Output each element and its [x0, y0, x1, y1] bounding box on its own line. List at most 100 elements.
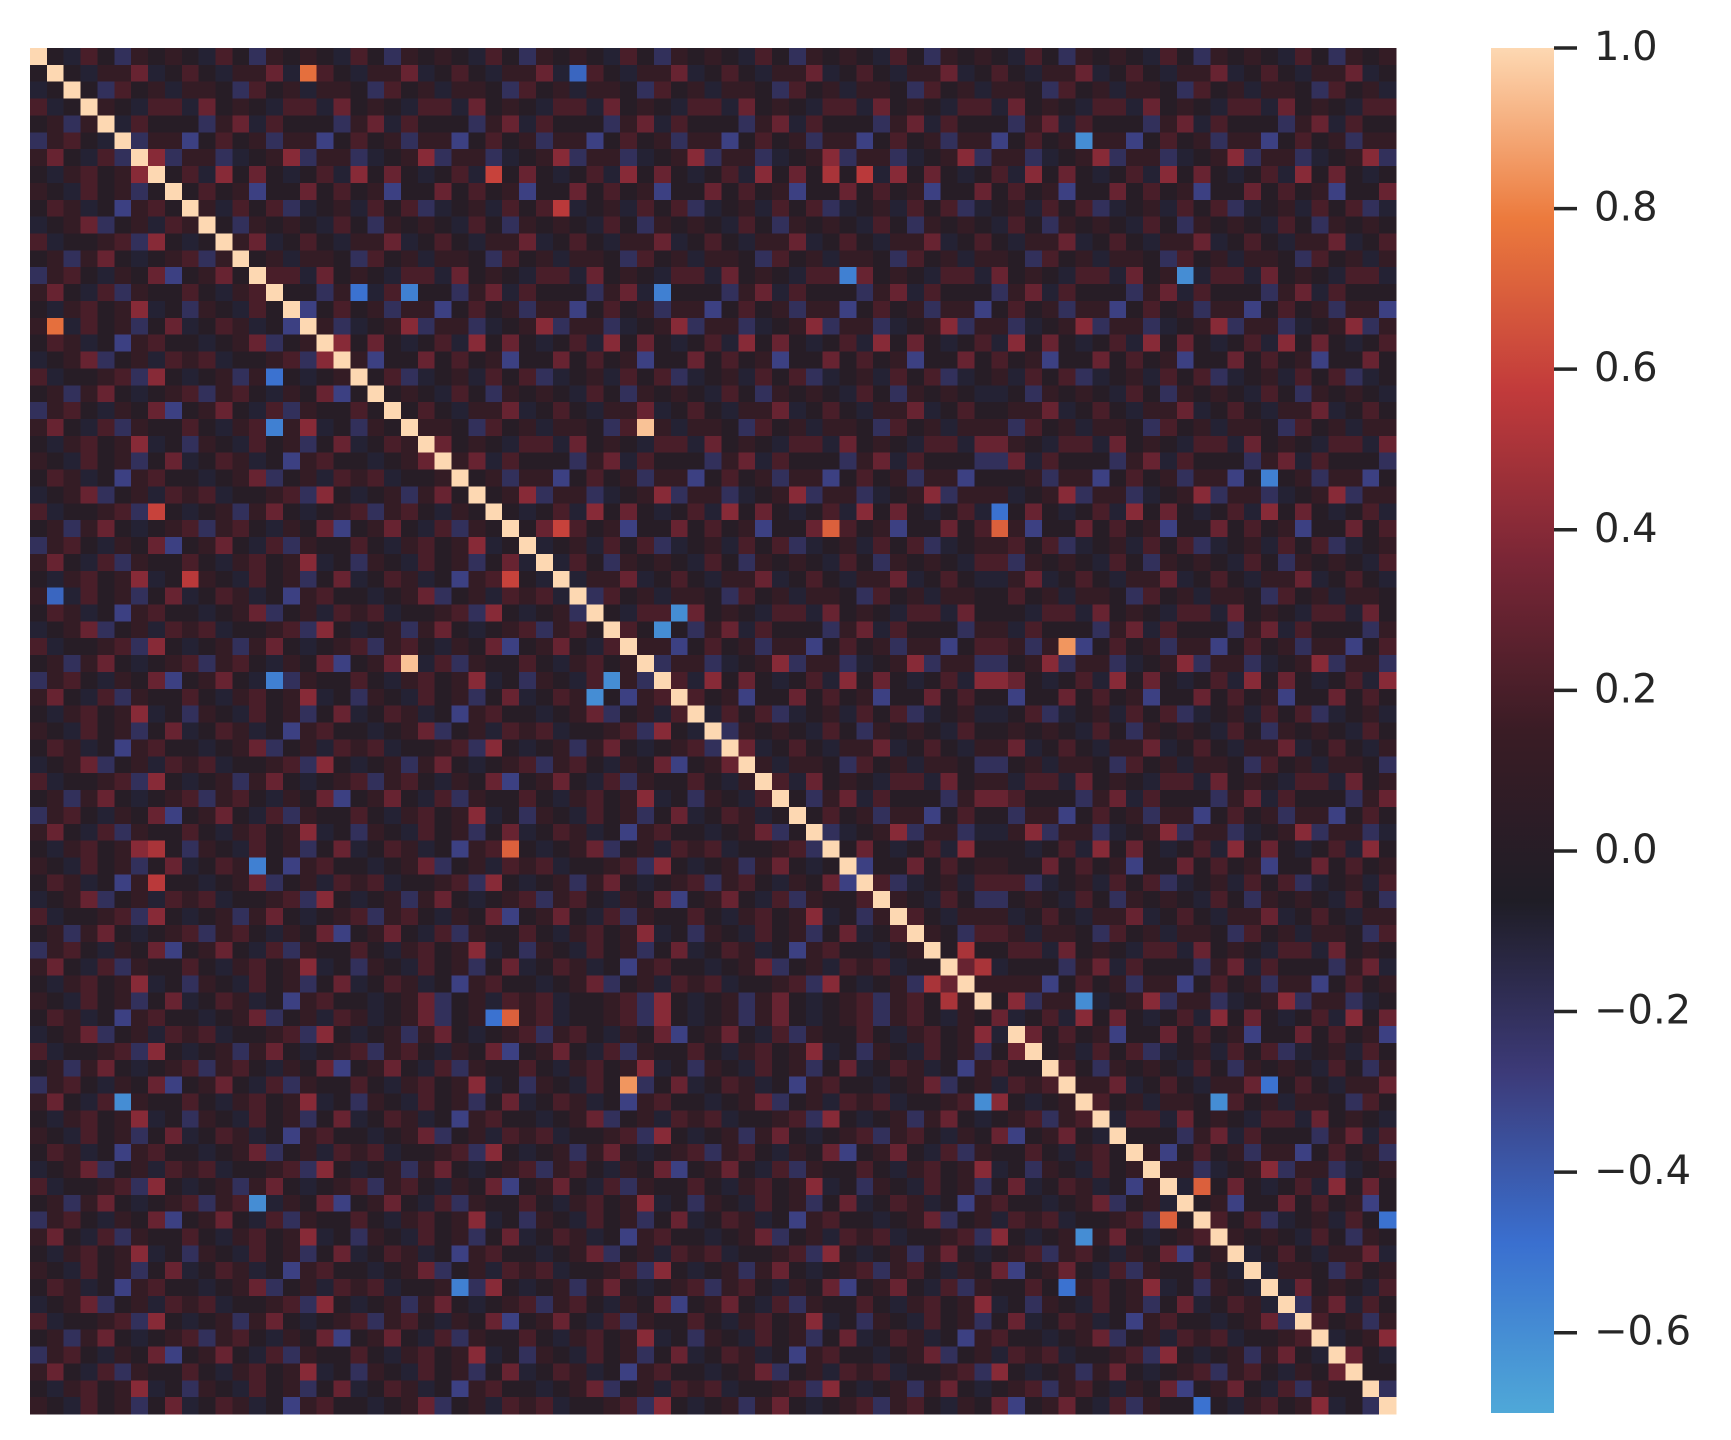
cell	[198, 992, 217, 1010]
cell	[63, 284, 82, 302]
cell	[316, 722, 335, 741]
cell	[384, 924, 402, 943]
cell	[991, 756, 1009, 774]
cell	[603, 1161, 621, 1179]
cell	[1058, 537, 1077, 555]
cell	[1193, 671, 1212, 690]
cell	[1058, 402, 1077, 420]
cell	[468, 722, 486, 741]
cell	[586, 722, 604, 741]
cell	[1176, 317, 1195, 336]
cell	[401, 520, 419, 538]
cell	[30, 1144, 48, 1162]
cell	[434, 1194, 453, 1213]
cell	[384, 958, 402, 977]
cell	[1109, 773, 1127, 791]
cell	[721, 419, 739, 437]
cell	[502, 419, 520, 437]
cell	[485, 1161, 503, 1179]
cell	[873, 132, 891, 150]
cell	[316, 638, 335, 656]
cell	[299, 351, 318, 370]
cell	[890, 1076, 908, 1095]
cell	[738, 452, 756, 471]
cell	[333, 992, 352, 1010]
cell	[535, 1026, 554, 1044]
cell	[46, 587, 65, 606]
cell	[772, 469, 790, 488]
cell	[164, 1093, 183, 1112]
cell	[266, 182, 284, 201]
cell	[299, 874, 318, 892]
cell	[215, 64, 233, 83]
cell	[502, 1127, 520, 1145]
cell	[1143, 233, 1161, 251]
cell	[603, 806, 621, 825]
cell	[282, 48, 301, 66]
cell	[232, 722, 250, 741]
cell	[485, 368, 503, 386]
cell	[1176, 655, 1195, 673]
cell	[569, 992, 588, 1010]
cell	[333, 182, 352, 201]
cell	[485, 81, 503, 100]
cell	[890, 98, 908, 117]
cell	[451, 149, 470, 167]
cell	[569, 1093, 588, 1112]
cell	[367, 1127, 385, 1145]
cell	[350, 958, 368, 977]
cell	[367, 317, 385, 336]
cell	[485, 671, 503, 690]
cell	[974, 756, 992, 774]
cell	[569, 924, 588, 943]
cell	[822, 1093, 841, 1112]
cell	[535, 621, 554, 639]
cell	[940, 317, 959, 336]
cell	[653, 773, 672, 791]
cell	[1176, 351, 1195, 370]
cell	[637, 351, 655, 370]
cell	[569, 233, 588, 251]
cell	[485, 1144, 503, 1162]
cell	[552, 1127, 571, 1145]
cell	[1058, 368, 1077, 386]
cell	[30, 621, 48, 639]
cell	[97, 537, 115, 555]
cell	[839, 166, 857, 184]
cell	[552, 300, 571, 319]
cell	[586, 385, 604, 403]
cell	[1109, 941, 1127, 960]
cell	[80, 587, 99, 606]
cell	[1126, 503, 1144, 521]
cell	[1159, 250, 1178, 268]
cell	[434, 1144, 453, 1162]
cell	[856, 1110, 874, 1128]
cell	[940, 1127, 959, 1145]
cell	[653, 1093, 672, 1112]
cell	[873, 806, 891, 825]
cell	[131, 317, 149, 336]
cell	[670, 638, 689, 656]
cell	[1143, 1211, 1161, 1230]
cell	[181, 857, 200, 875]
cell	[1176, 941, 1195, 960]
cell	[198, 351, 217, 370]
cell	[822, 1177, 841, 1196]
cell	[468, 98, 486, 117]
cell	[603, 975, 621, 993]
cell	[1058, 924, 1077, 943]
cell	[1143, 1042, 1161, 1061]
cell	[485, 1194, 503, 1213]
cell	[620, 570, 638, 589]
cell	[653, 1026, 672, 1044]
cell	[350, 385, 368, 403]
cell	[468, 149, 486, 167]
cell	[535, 975, 554, 993]
cell	[1159, 840, 1178, 859]
cell	[316, 1127, 335, 1145]
cell	[1193, 1177, 1212, 1196]
cell	[1109, 199, 1127, 218]
cell	[63, 1211, 82, 1230]
cell	[417, 419, 436, 437]
cell	[164, 958, 183, 977]
